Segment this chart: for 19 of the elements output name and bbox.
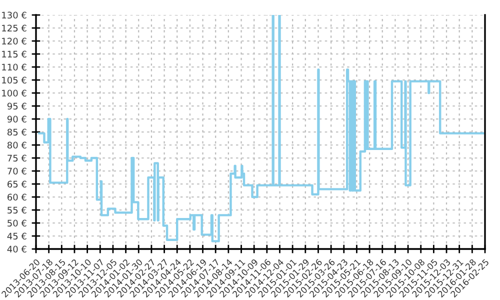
y-tick-label: 80 € xyxy=(7,142,26,149)
y-tick-label: 115 € xyxy=(2,50,26,58)
y-tick-label: 90 € xyxy=(7,116,26,123)
y-tick-label: 55 € xyxy=(8,206,26,214)
y-tick-label: 75 € xyxy=(8,154,26,162)
y-tick-label: 125 € xyxy=(2,24,26,32)
y-tick-label: 100 € xyxy=(2,90,26,97)
y-tick-label: 95 € xyxy=(7,102,26,110)
y-tick-label: 45 € xyxy=(7,232,26,240)
y-tick-label: 70 € xyxy=(8,168,26,175)
y-tick-label: 110 € xyxy=(2,64,26,71)
y-tick-label: 60 € xyxy=(8,194,26,201)
y-tick-label: 40 € xyxy=(7,246,26,253)
y-tick-label: 65 € xyxy=(8,180,26,188)
y-tick-label: 105 € xyxy=(2,76,26,84)
y-tick-label: 50 € xyxy=(8,220,26,227)
y-tick-label: 130 € xyxy=(2,12,26,19)
y-tick-label: 85 € xyxy=(7,128,26,136)
y-tick-label: 120 € xyxy=(2,38,26,45)
